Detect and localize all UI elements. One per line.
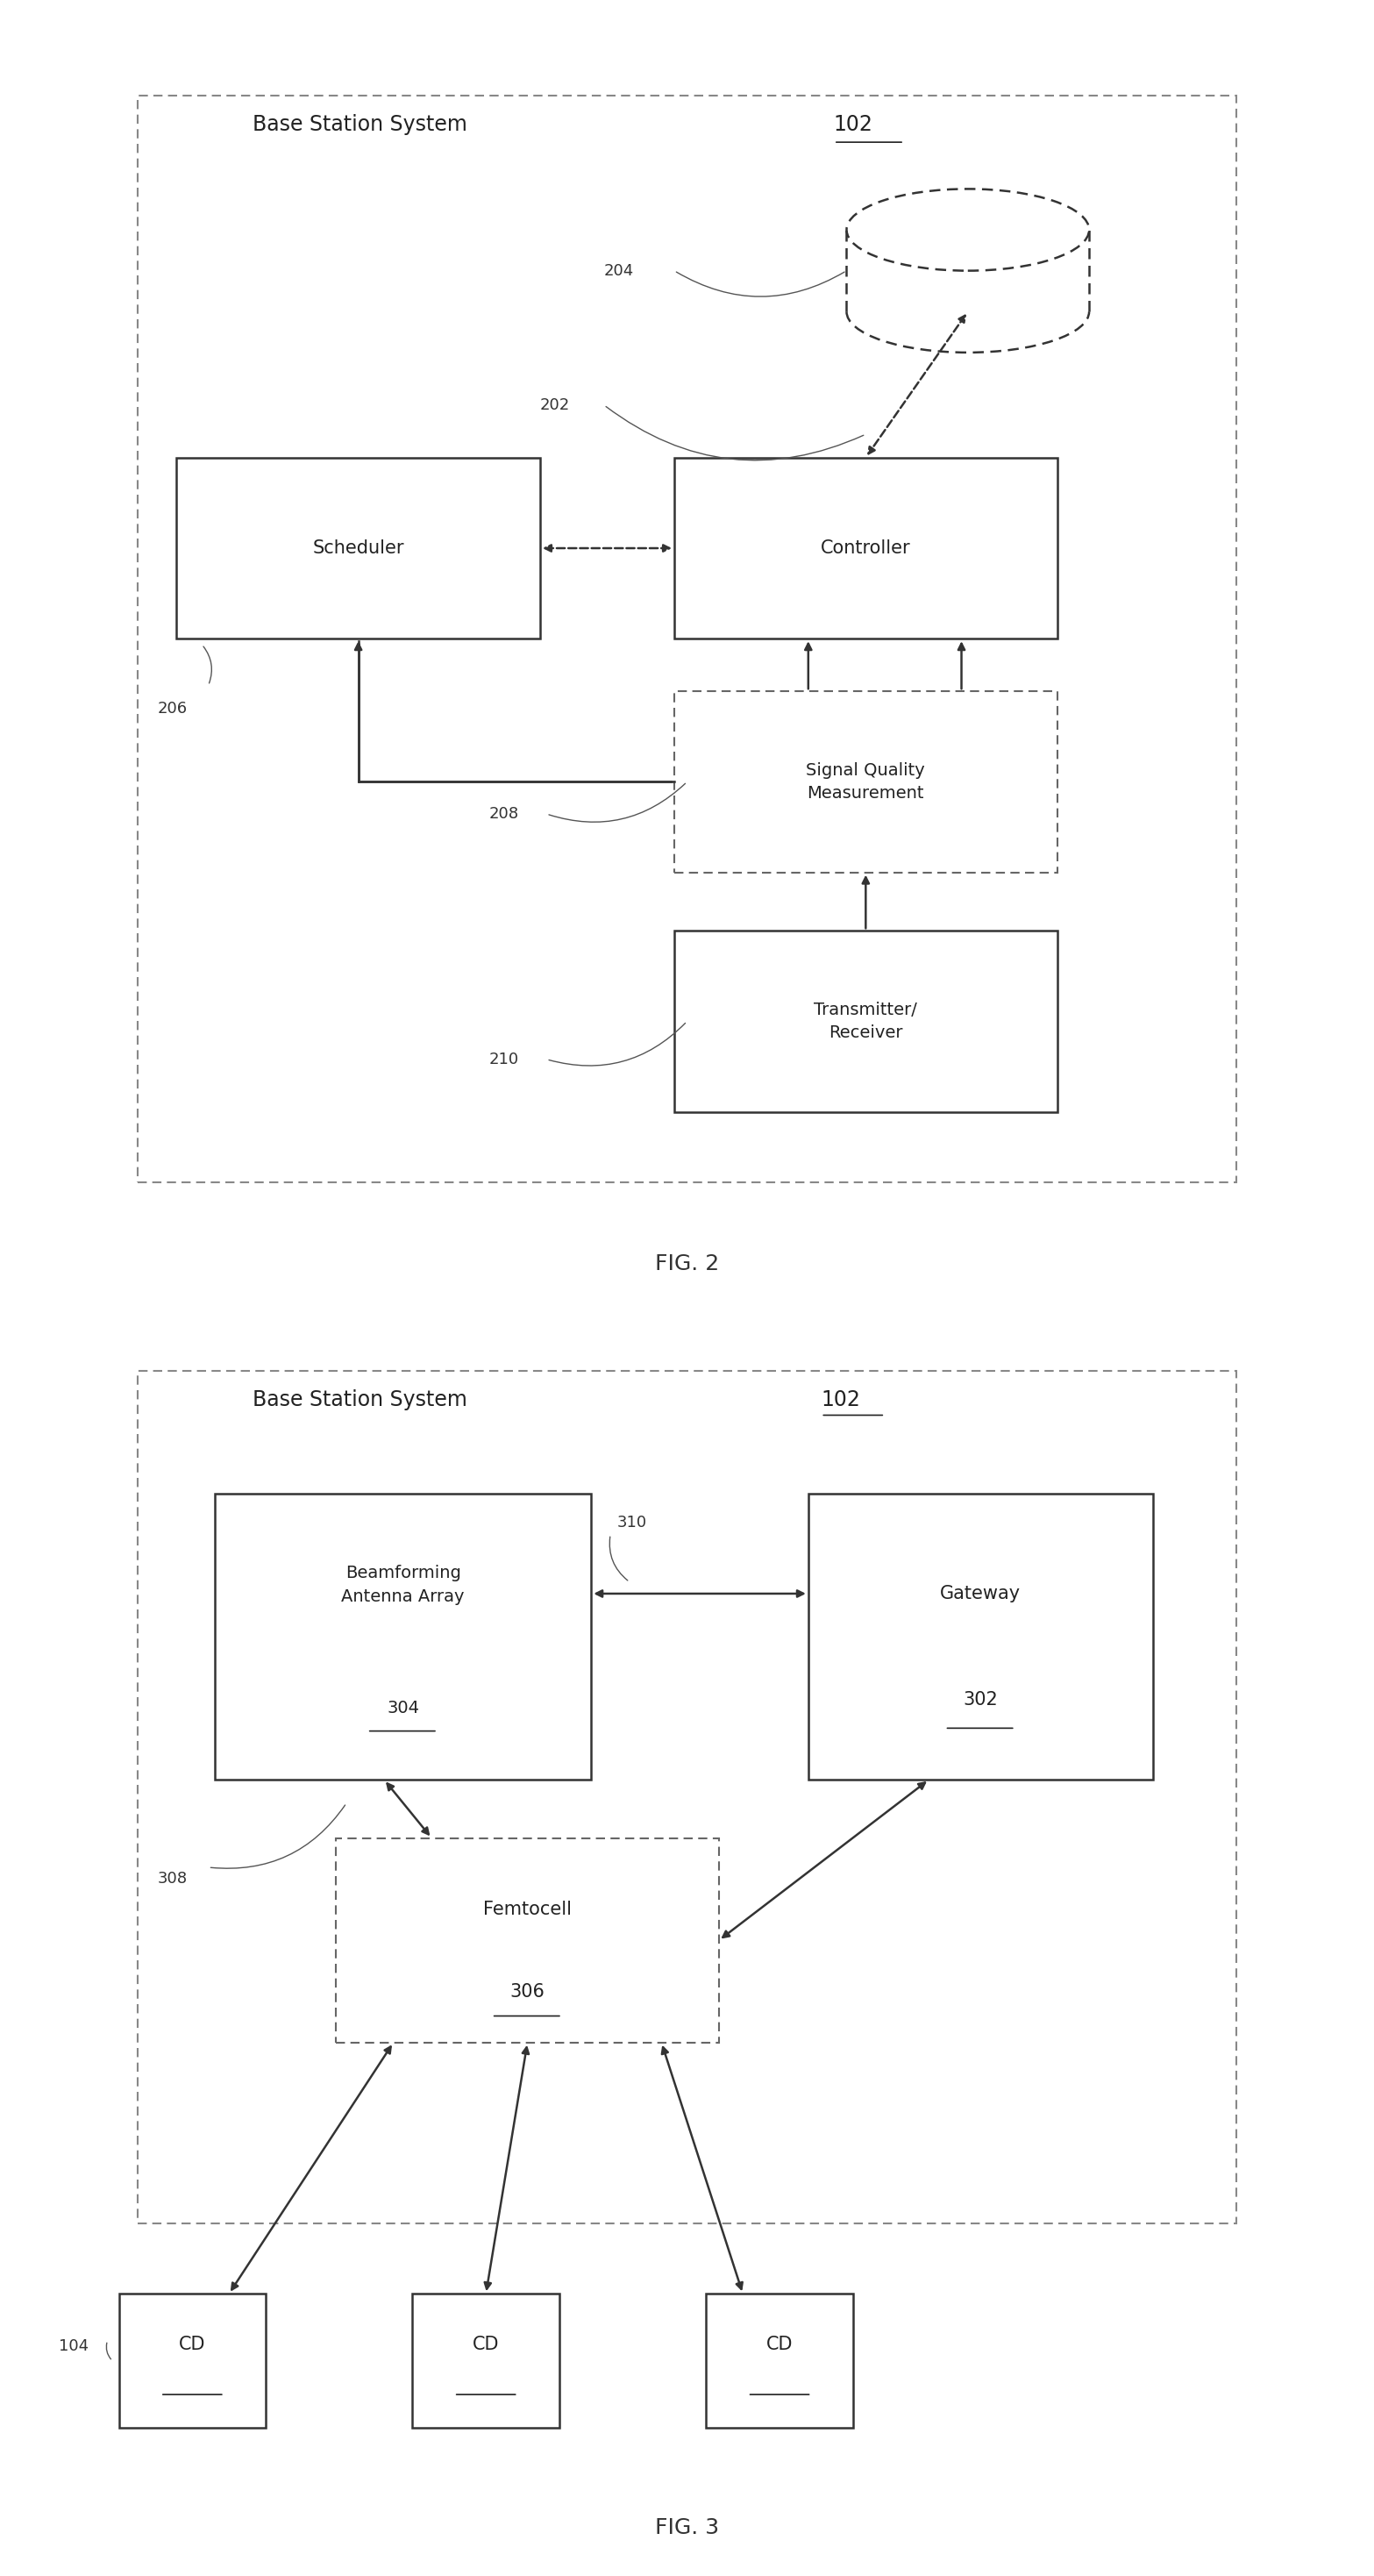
Text: Controller: Controller <box>820 538 911 556</box>
FancyBboxPatch shape <box>214 1494 591 1780</box>
Text: FIG. 2: FIG. 2 <box>655 1255 719 1275</box>
Text: Femtocell: Femtocell <box>484 1901 572 1919</box>
Text: Beamforming
Antenna Array: Beamforming Antenna Array <box>341 1566 464 1605</box>
Text: 210: 210 <box>489 1051 519 1066</box>
Text: 310: 310 <box>617 1515 647 1530</box>
Text: 102: 102 <box>822 1388 860 1412</box>
Text: FIG. 3: FIG. 3 <box>655 2517 719 2537</box>
Text: CD: CD <box>179 2336 206 2354</box>
FancyBboxPatch shape <box>706 2293 853 2429</box>
Text: 102: 102 <box>834 113 872 134</box>
FancyBboxPatch shape <box>176 459 540 639</box>
Text: Base Station System: Base Station System <box>253 1388 474 1412</box>
FancyBboxPatch shape <box>412 2293 559 2429</box>
Text: 308: 308 <box>157 1870 187 1886</box>
FancyBboxPatch shape <box>120 2293 265 2429</box>
Text: Base Station System: Base Station System <box>253 113 474 134</box>
FancyBboxPatch shape <box>675 690 1057 873</box>
Text: Scheduler: Scheduler <box>312 538 404 556</box>
FancyBboxPatch shape <box>137 95 1237 1182</box>
FancyBboxPatch shape <box>137 1370 1237 2223</box>
FancyBboxPatch shape <box>675 459 1057 639</box>
Text: CD: CD <box>767 2336 793 2354</box>
Text: 206: 206 <box>157 701 187 716</box>
FancyBboxPatch shape <box>808 1494 1153 1780</box>
Text: 208: 208 <box>489 806 519 822</box>
Text: 204: 204 <box>605 263 633 278</box>
Text: 104: 104 <box>59 2339 89 2354</box>
Text: Transmitter/
Receiver: Transmitter/ Receiver <box>813 1002 918 1041</box>
Text: 306: 306 <box>510 1984 545 1999</box>
Text: CD: CD <box>473 2336 499 2354</box>
Text: 302: 302 <box>963 1690 998 1708</box>
FancyBboxPatch shape <box>675 930 1057 1113</box>
Text: 304: 304 <box>386 1700 419 1716</box>
Text: 202: 202 <box>540 397 570 412</box>
Ellipse shape <box>846 188 1090 270</box>
Text: Gateway: Gateway <box>940 1584 1021 1602</box>
Text: Signal Quality
Measurement: Signal Quality Measurement <box>807 762 925 801</box>
FancyBboxPatch shape <box>335 1839 719 2043</box>
